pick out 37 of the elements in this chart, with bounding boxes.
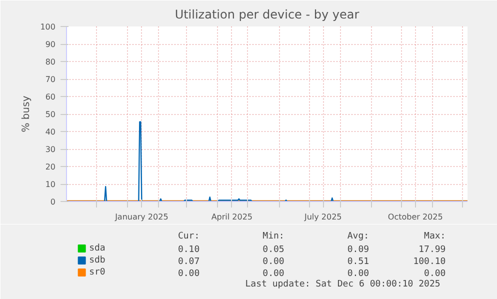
legend-label: sdb [89, 256, 106, 266]
text: 0.51 [347, 257, 370, 267]
text: Cur: [178, 232, 200, 242]
y-tick-label: 10 [45, 180, 56, 189]
x-tick-label: January 2025 [114, 212, 168, 222]
y-tick-label: 90 [45, 40, 56, 49]
text: Min: [262, 232, 284, 242]
y-tick-label: 50 [45, 110, 56, 119]
text: 0.00 [262, 257, 284, 267]
y-tick-label: 100 [40, 22, 56, 32]
text: Last update: Sat Dec 6 00:00:10 2025 [245, 280, 440, 290]
text: 0.00 [178, 269, 200, 279]
y-tick-label: 80 [45, 58, 56, 66]
y-tick-label: 20 [45, 162, 56, 172]
text: 17.99 [418, 245, 446, 255]
text: 0.00 [347, 269, 370, 279]
x-tick-label: July 2025 [303, 212, 342, 222]
text: 0.10 [178, 245, 200, 255]
chart-title: Utilization per device - by year [174, 8, 360, 22]
text: 100.10 [413, 257, 446, 267]
text: 0.00 [262, 269, 284, 279]
legend-label: sda [89, 244, 106, 254]
y-tick-label: 40 [45, 128, 56, 136]
x-tick-label: October 2025 [388, 212, 443, 222]
y-axis-title: % busy [21, 96, 32, 132]
y-tick-label: 30 [45, 145, 56, 154]
y-tick-label: 60 [45, 92, 56, 102]
text: 0.09 [347, 245, 370, 255]
legend-label: sr0 [89, 268, 106, 278]
text: 0.00 [424, 269, 446, 279]
y-tick-label: 0 [50, 198, 56, 206]
y-tick-label: 70 [45, 75, 56, 84]
text: 0.05 [262, 245, 284, 255]
text: Max: [424, 232, 446, 242]
x-tick-label: April 2025 [211, 212, 253, 222]
text: 0.07 [178, 257, 200, 267]
text: Avg: [347, 232, 370, 242]
